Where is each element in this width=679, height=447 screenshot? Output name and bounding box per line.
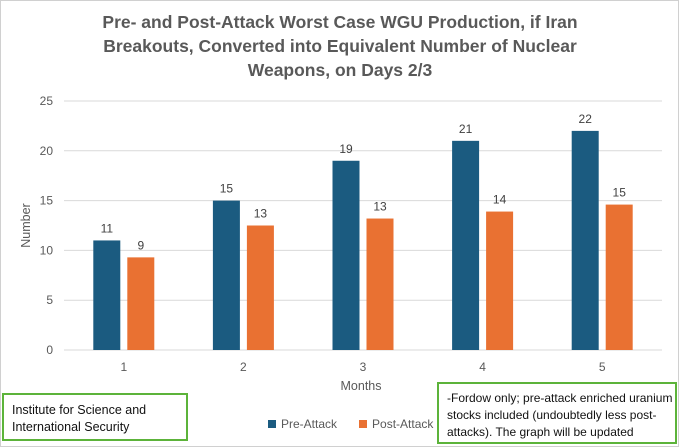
note-box: -Fordow only; pre-attack enriched uraniu… <box>437 382 677 444</box>
y-tick-label: 10 <box>40 243 54 257</box>
x-tick-label: 4 <box>479 360 486 374</box>
chart-title: Pre- and Post-Attack Worst Case WGU Prod… <box>102 12 578 80</box>
data-label: 22 <box>579 112 593 126</box>
data-label: 13 <box>254 207 268 221</box>
legend-swatch <box>268 420 276 428</box>
bar-post-attack <box>366 218 394 350</box>
x-tick-label: 3 <box>360 360 367 374</box>
x-tick-label: 1 <box>120 360 127 374</box>
y-axis-label: Number <box>19 203 33 247</box>
bar-pre-attack <box>93 240 121 350</box>
legend: Pre-Attack Post-Attack <box>268 417 433 431</box>
data-label: 9 <box>137 238 144 252</box>
bar-pre-attack <box>571 130 599 350</box>
data-label: 11 <box>101 221 114 235</box>
legend-item-pre-attack: Pre-Attack <box>268 417 337 431</box>
y-tick-label: 25 <box>40 94 54 108</box>
legend-label: Pre-Attack <box>281 417 338 431</box>
data-label: 19 <box>339 142 353 156</box>
source-box: Institute for Science and International … <box>2 393 188 441</box>
data-label: 14 <box>493 193 507 207</box>
bar-pre-attack <box>212 200 240 350</box>
data-label: 21 <box>459 122 473 136</box>
y-tick-label: 0 <box>46 343 53 357</box>
bar-post-attack <box>246 225 274 350</box>
data-label: 13 <box>373 200 387 214</box>
y-tick-label: 15 <box>40 194 54 208</box>
bar-post-attack <box>605 204 633 350</box>
bar-pre-attack <box>332 160 360 350</box>
legend-swatch <box>359 420 368 428</box>
bar-post-attack <box>127 257 155 350</box>
data-label: 15 <box>220 182 234 196</box>
bar-pre-attack <box>452 140 480 350</box>
x-tick-label: 2 <box>240 360 247 374</box>
legend-item-post-attack: Post-Attack <box>359 417 433 431</box>
legend-label: Post-Attack <box>372 417 434 431</box>
x-tick-label: 5 <box>599 360 606 374</box>
y-tick-label: 20 <box>40 144 54 158</box>
bar-post-attack <box>486 211 514 350</box>
data-label: 15 <box>613 186 627 200</box>
y-tick-label: 5 <box>46 293 53 307</box>
x-axis-label: Months <box>341 379 382 393</box>
